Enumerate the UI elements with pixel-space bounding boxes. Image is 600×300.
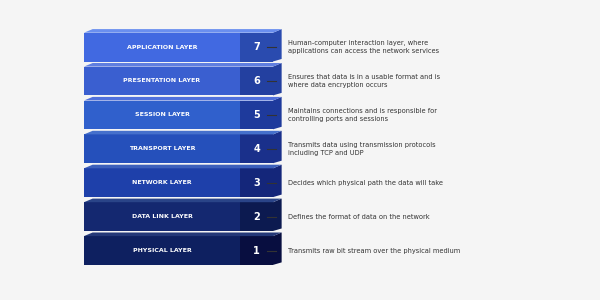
FancyBboxPatch shape	[84, 202, 240, 231]
Polygon shape	[273, 131, 281, 163]
FancyBboxPatch shape	[240, 236, 273, 265]
Polygon shape	[84, 199, 281, 202]
Polygon shape	[84, 97, 281, 101]
FancyBboxPatch shape	[240, 168, 273, 197]
Text: 4: 4	[253, 144, 260, 154]
Text: Transmits raw bit stream over the physical medium: Transmits raw bit stream over the physic…	[288, 248, 460, 254]
FancyBboxPatch shape	[84, 134, 240, 163]
Text: Human-computer interaction layer, where
applications can access the network serv: Human-computer interaction layer, where …	[288, 40, 439, 54]
Text: Ensures that data is in a usable format and is
where data encryption occurs: Ensures that data is in a usable format …	[288, 74, 440, 88]
FancyBboxPatch shape	[84, 67, 240, 95]
Polygon shape	[273, 97, 281, 129]
FancyBboxPatch shape	[84, 100, 240, 129]
FancyBboxPatch shape	[84, 236, 240, 265]
Polygon shape	[84, 63, 281, 67]
Text: TRANSPORT LAYER: TRANSPORT LAYER	[129, 146, 195, 151]
Polygon shape	[273, 165, 281, 197]
Text: PRESENTATION LAYER: PRESENTATION LAYER	[124, 79, 200, 83]
Text: APPLICATION LAYER: APPLICATION LAYER	[127, 45, 197, 50]
Text: DATA LINK LAYER: DATA LINK LAYER	[131, 214, 193, 219]
FancyBboxPatch shape	[240, 100, 273, 129]
Text: Defines the format of data on the network: Defines the format of data on the networ…	[288, 214, 430, 220]
Polygon shape	[273, 232, 281, 265]
Text: NETWORK LAYER: NETWORK LAYER	[132, 180, 192, 185]
Polygon shape	[273, 63, 281, 95]
FancyBboxPatch shape	[240, 202, 273, 231]
Text: Maintains connections and is responsible for
controlling ports and sessions: Maintains connections and is responsible…	[288, 108, 437, 122]
Polygon shape	[84, 165, 281, 168]
FancyBboxPatch shape	[240, 33, 273, 62]
Polygon shape	[84, 29, 281, 33]
FancyBboxPatch shape	[84, 33, 240, 62]
FancyBboxPatch shape	[84, 168, 240, 197]
Polygon shape	[84, 131, 281, 134]
Text: Decides which physical path the data will take: Decides which physical path the data wil…	[288, 180, 443, 186]
Text: Transmits data using transmission protocols
including TCP and UDP: Transmits data using transmission protoc…	[288, 142, 436, 156]
Text: SESSION LAYER: SESSION LAYER	[134, 112, 190, 117]
FancyBboxPatch shape	[240, 134, 273, 163]
Polygon shape	[84, 232, 281, 236]
FancyBboxPatch shape	[240, 67, 273, 95]
Text: 5: 5	[253, 110, 260, 120]
Text: 2: 2	[253, 212, 260, 222]
Text: PHYSICAL LAYER: PHYSICAL LAYER	[133, 248, 191, 253]
Text: 3: 3	[253, 178, 260, 188]
Polygon shape	[273, 29, 281, 62]
Polygon shape	[273, 199, 281, 231]
Text: 7: 7	[253, 42, 260, 52]
Text: 1: 1	[253, 245, 260, 256]
Text: 6: 6	[253, 76, 260, 86]
